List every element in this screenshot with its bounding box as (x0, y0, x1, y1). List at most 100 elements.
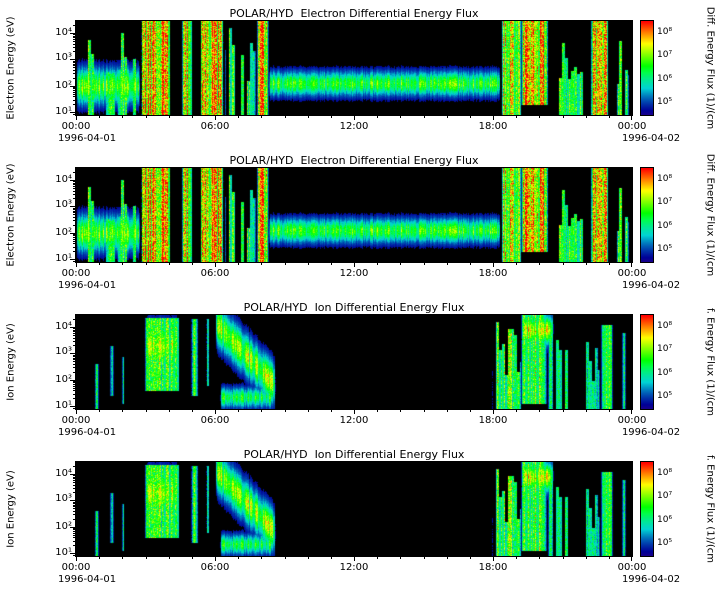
spectrogram-canvas (76, 315, 632, 409)
spectrogram-panel: POLAR/HYD Ion Differential Energy Flux I… (0, 298, 722, 446)
spectrogram-panel: POLAR/HYD Electron Differential Energy F… (0, 4, 722, 152)
x-tick-label: 18:00 (478, 121, 508, 132)
x-tick-label: 06:00 (200, 415, 230, 426)
y-tick-label: 10⁴ (55, 26, 72, 38)
colorbar-axis-label: f. Energy Flux (1)/(cm (704, 308, 716, 416)
x-tick-label: 12:00 (339, 121, 369, 132)
plot-area (75, 167, 633, 263)
colorbar-canvas (641, 462, 653, 556)
end-date-label: 1996-04-02 (621, 133, 681, 144)
y-tick-label: 10² (55, 520, 72, 532)
spectrogram-panel: POLAR/HYD Electron Differential Energy F… (0, 151, 722, 299)
colorbar-tick-label: 10⁶ (657, 220, 673, 231)
colorbar-tick-label: 10⁵ (657, 244, 673, 255)
y-tick-label: 10³ (55, 346, 72, 358)
spectrogram-canvas (76, 462, 632, 556)
x-tick-label: 00:00 (617, 121, 647, 132)
colorbar-tick-label: 10⁵ (657, 97, 673, 108)
colorbar (640, 167, 654, 263)
y-tickmarks (70, 168, 76, 262)
start-date-label: 1996-04-01 (58, 280, 117, 291)
spectrogram-canvas (76, 21, 632, 115)
y-tick-label: 10³ (55, 52, 72, 64)
spectrogram-canvas (76, 168, 632, 262)
colorbar (640, 314, 654, 410)
colorbar-tick-label: 10⁷ (657, 197, 673, 208)
end-date-label: 1996-04-02 (621, 427, 681, 438)
colorbar (640, 461, 654, 557)
end-date-label: 1996-04-02 (621, 574, 681, 585)
y-tick-label: 10¹ (55, 106, 72, 118)
colorbar-axis-label: Diff. Energy Flux (1)/(cm (704, 153, 716, 277)
y-tickmarks (70, 21, 76, 115)
colorbar-axis-label: f. Energy Flux (1)/(cm (704, 455, 716, 563)
colorbar-tick-label: 10⁵ (657, 538, 673, 549)
plot-area (75, 461, 633, 557)
y-tick-label: 10⁴ (55, 320, 72, 332)
x-tick-label: 00:00 (617, 268, 647, 279)
x-tick-label: 18:00 (478, 562, 508, 573)
y-tick-label: 10³ (55, 493, 72, 505)
colorbar-tick-label: 10⁶ (657, 73, 673, 84)
x-tick-label: 12:00 (339, 562, 369, 573)
colorbar-canvas (641, 168, 653, 262)
x-tick-label: 06:00 (200, 562, 230, 573)
colorbar-axis-label: Diff. Energy Flux (1)/(cm (704, 6, 716, 130)
colorbar-tick-label: 10⁶ (657, 514, 673, 525)
x-tickmarks (76, 262, 632, 268)
end-date-label: 1996-04-02 (621, 280, 681, 291)
panel-title: POLAR/HYD Ion Differential Energy Flux (243, 301, 465, 314)
colorbar-tick-label: 10⁸ (657, 26, 673, 37)
colorbar-tick-label: 10⁶ (657, 367, 673, 378)
x-tick-label: 00:00 (617, 415, 647, 426)
colorbar-tick-label: 10⁸ (657, 320, 673, 331)
y-axis-label: Electron Energy (eV) (5, 163, 17, 267)
y-tick-label: 10³ (55, 199, 72, 211)
x-tick-label: 00:00 (61, 562, 91, 573)
colorbar-tick-label: 10⁷ (657, 50, 673, 61)
x-tick-label: 00:00 (61, 121, 91, 132)
y-tick-label: 10¹ (55, 547, 72, 559)
start-date-label: 1996-04-01 (58, 574, 117, 585)
x-tick-label: 18:00 (478, 415, 508, 426)
plot-area (75, 20, 633, 116)
y-tickmarks (70, 462, 76, 556)
y-tick-label: 10⁴ (55, 173, 72, 185)
y-tick-label: 10² (55, 373, 72, 385)
x-tick-label: 12:00 (339, 268, 369, 279)
colorbar-canvas (641, 315, 653, 409)
colorbar-canvas (641, 21, 653, 115)
start-date-label: 1996-04-01 (58, 427, 117, 438)
spectrogram-panel: POLAR/HYD Ion Differential Energy Flux I… (0, 445, 722, 592)
panel-title: POLAR/HYD Electron Differential Energy F… (229, 7, 479, 20)
start-date-label: 1996-04-01 (58, 133, 117, 144)
x-tick-label: 06:00 (200, 268, 230, 279)
colorbar-tick-label: 10⁸ (657, 173, 673, 184)
y-tick-label: 10⁴ (55, 467, 72, 479)
x-tick-label: 00:00 (61, 268, 91, 279)
y-axis-label: Ion Energy (eV) (5, 323, 17, 401)
y-tick-label: 10¹ (55, 253, 72, 265)
plot-area (75, 314, 633, 410)
colorbar-tick-label: 10⁷ (657, 344, 673, 355)
colorbar-tick-label: 10⁷ (657, 491, 673, 502)
panel-title: POLAR/HYD Electron Differential Energy F… (229, 154, 479, 167)
y-axis-label: Ion Energy (eV) (5, 470, 17, 548)
y-tick-label: 10² (55, 226, 72, 238)
y-tick-label: 10² (55, 79, 72, 91)
x-tickmarks (76, 409, 632, 415)
y-axis-label: Electron Energy (eV) (5, 16, 17, 120)
colorbar (640, 20, 654, 116)
x-tick-label: 18:00 (478, 268, 508, 279)
x-tick-label: 00:00 (617, 562, 647, 573)
colorbar-tick-label: 10⁵ (657, 391, 673, 402)
x-tickmarks (76, 115, 632, 121)
x-tick-label: 06:00 (200, 121, 230, 132)
x-tick-label: 12:00 (339, 415, 369, 426)
y-tickmarks (70, 315, 76, 409)
y-tick-label: 10¹ (55, 400, 72, 412)
colorbar-tick-label: 10⁸ (657, 467, 673, 478)
x-tick-label: 00:00 (61, 415, 91, 426)
x-tickmarks (76, 556, 632, 562)
